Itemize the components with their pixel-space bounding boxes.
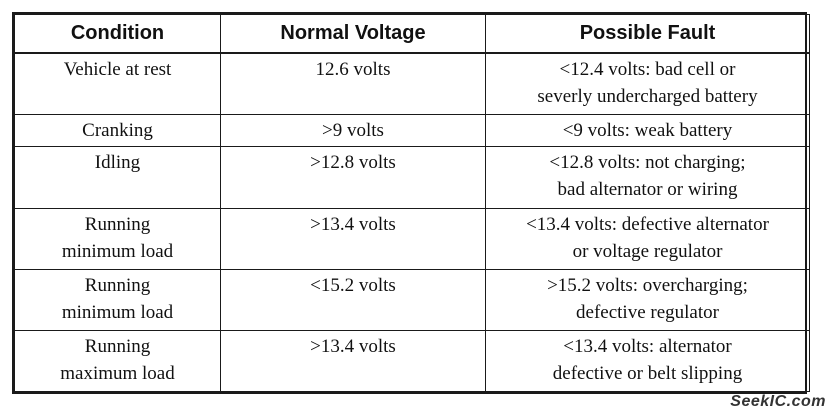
fault-cell: >15.2 volts: overcharging; defective reg… <box>485 268 810 331</box>
fault-text: <9 volts: weak battery <box>562 120 733 142</box>
fault-text: <13.4 volts: defective alternator <box>526 213 769 235</box>
table-row: Vehicle at rest 12.6 volts <12.4 volts: … <box>14 52 810 116</box>
watermark: SeekIC.com <box>730 393 826 410</box>
condition-text: Running <box>84 274 151 296</box>
voltage-cell: >13.4 volts <box>220 329 486 393</box>
voltage-cell: <15.2 volts <box>220 268 486 331</box>
fault-text: severly undercharged battery <box>537 86 758 107</box>
table-row: Idling >12.8 volts <12.8 volts: not char… <box>14 146 810 209</box>
header-row: Condition Normal Voltage Possible Fault <box>14 14 810 54</box>
table-row: Running maximum load >13.4 volts <13.4 v… <box>14 329 810 393</box>
voltage-table-frame: Condition Normal Voltage Possible Fault … <box>12 12 810 394</box>
table-row: Running minimum load >13.4 volts <13.4 v… <box>14 207 810 270</box>
header-possible-fault: Possible Fault <box>485 14 810 54</box>
fault-text: or voltage regulator <box>572 240 723 262</box>
table-row: Cranking >9 volts <9 volts: weak battery <box>14 114 810 148</box>
header-normal-voltage: Normal Voltage <box>220 14 486 54</box>
fault-cell: <9 volts: weak battery <box>485 114 810 148</box>
fault-text: >15.2 volts: overcharging; <box>547 274 748 296</box>
condition-cell: Vehicle at rest <box>14 52 221 116</box>
fault-text: <12.8 volts: not charging; <box>549 152 746 174</box>
voltage-cell: >13.4 volts <box>220 207 486 270</box>
fault-cell: <13.4 volts: alternator defective or bel… <box>485 329 810 393</box>
condition-cell: Idling <box>14 146 221 209</box>
voltage-cell: 12.6 volts <box>220 52 486 116</box>
fault-text: <12.4 volts: bad cell or <box>559 59 736 80</box>
condition-text: Running <box>84 213 151 235</box>
condition-cell: Running maximum load <box>14 329 221 393</box>
table-row: Running minimum load <15.2 volts >15.2 v… <box>14 268 810 331</box>
fault-cell: <12.8 volts: not charging; bad alternato… <box>485 146 810 209</box>
condition-text: minimum load <box>61 240 174 262</box>
condition-cell: Running minimum load <box>14 268 221 331</box>
condition-text: Running <box>84 335 151 357</box>
condition-text: Cranking <box>82 120 153 142</box>
fault-text: bad alternator or wiring <box>557 179 738 201</box>
condition-text: Idling <box>94 152 141 174</box>
condition-cell: Cranking <box>14 114 221 148</box>
fault-cell: <12.4 volts: bad cell or severly underch… <box>485 52 810 116</box>
voltage-table: Condition Normal Voltage Possible Fault … <box>14 14 810 393</box>
fault-text: defective or belt slipping <box>552 362 743 384</box>
fault-text: <13.4 volts: alternator <box>563 335 732 357</box>
condition-text: Vehicle at rest <box>63 59 172 80</box>
header-condition: Condition <box>14 14 221 54</box>
fault-cell: <13.4 volts: defective alternator or vol… <box>485 207 810 270</box>
voltage-cell: >12.8 volts <box>220 146 486 209</box>
condition-text: maximum load <box>60 362 175 384</box>
condition-text: minimum load <box>61 301 174 323</box>
condition-cell: Running minimum load <box>14 207 221 270</box>
voltage-cell: >9 volts <box>220 114 486 148</box>
fault-text: defective regulator <box>576 301 719 323</box>
